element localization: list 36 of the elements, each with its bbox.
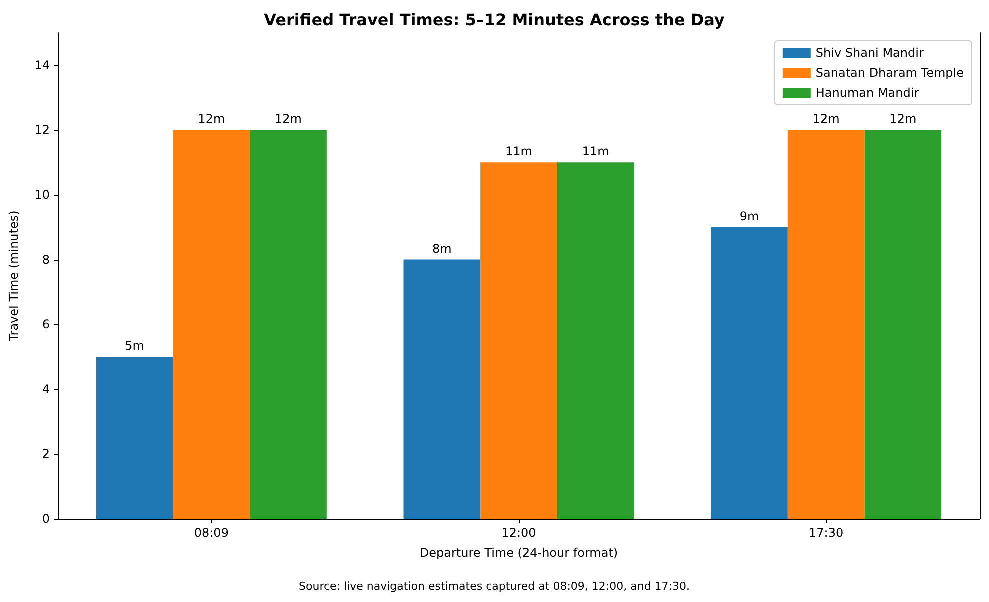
x-axis-title: Departure Time (24-hour format) [420, 546, 618, 560]
bar [557, 162, 634, 519]
data-label: 5m [125, 339, 144, 353]
data-label: 9m [740, 209, 760, 224]
bar [788, 130, 865, 519]
bar [711, 227, 788, 519]
y-tick-label: 0 [42, 512, 50, 526]
bar [480, 162, 558, 519]
x-tick-label: 17:30 [809, 526, 844, 540]
data-label: 11m [506, 144, 532, 159]
bar [96, 357, 174, 519]
data-label: 12m [812, 112, 840, 126]
y-tick-label: 14 [34, 58, 50, 72]
y-tick-label: 8 [42, 252, 50, 267]
data-label: 11m [582, 144, 610, 159]
data-label: 12m [890, 112, 917, 126]
bar [864, 130, 942, 519]
chart-title: Verified Travel Times: 5–12 Minutes Across the Day [264, 10, 726, 30]
y-tick-label: 6 [42, 318, 50, 332]
data-label: 8m [432, 242, 452, 256]
bar [173, 130, 250, 519]
data-label: 12m [198, 112, 226, 126]
bar [404, 260, 481, 519]
data-label: 12m [275, 112, 302, 126]
legend-label: Sanatan Dharam Temple [816, 66, 964, 80]
legend-label: Shiv Shani Mandir [816, 46, 924, 60]
x-tick-label: 12:00 [502, 526, 536, 540]
legend-label: Hanuman Mandir [816, 86, 920, 100]
y-tick-label: 4 [42, 382, 50, 396]
y-tick-label: 12 [34, 123, 50, 138]
y-tick-label: 10 [34, 188, 50, 202]
bar [250, 130, 327, 519]
y-axis-title: Travel Time (minutes) [7, 210, 21, 342]
source-note: Source: live navigation estimates captured at 08:09, 12:00, and 17:30. [299, 580, 690, 593]
y-tick-label: 2 [42, 447, 50, 462]
x-tick-label: 08:09 [194, 526, 229, 540]
